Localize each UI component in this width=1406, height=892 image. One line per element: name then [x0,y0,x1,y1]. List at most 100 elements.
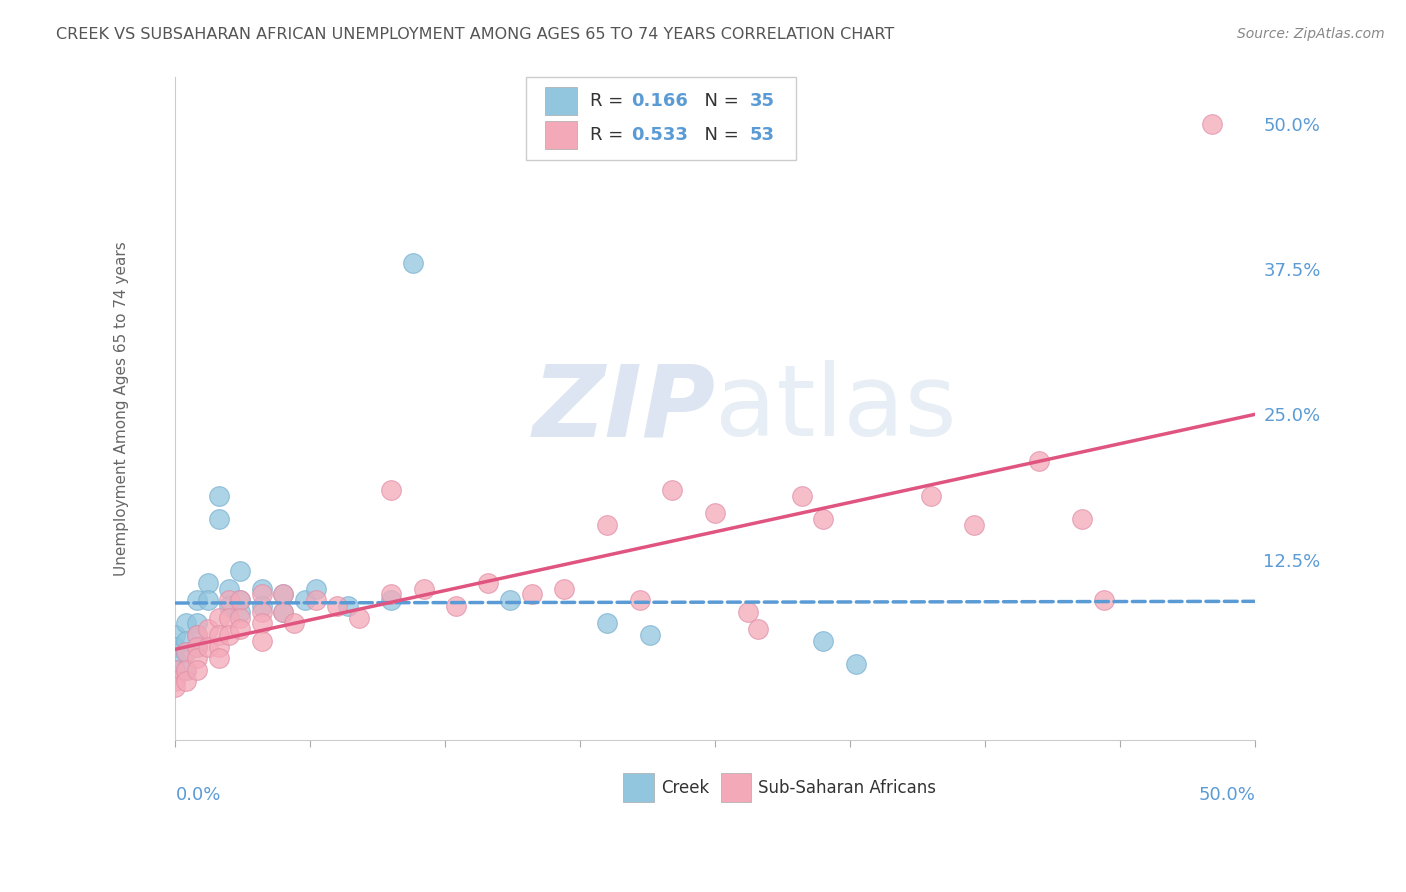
Point [207,651,229,665]
Point [218,628,240,642]
Point [165,681,187,695]
Point [207,610,229,624]
Point [229,610,252,624]
Point [174,645,197,659]
Point [174,663,197,677]
Point [305,582,328,596]
Point [207,512,229,526]
Point [963,517,986,532]
Point [337,599,360,613]
Point [305,593,328,607]
Point [737,605,759,619]
Point [218,582,240,596]
Point [402,256,425,270]
Point [218,593,240,607]
Text: CREEK VS SUBSAHARAN AFRICAN UNEMPLOYMENT AMONG AGES 65 TO 74 YEARS CORRELATION C: CREEK VS SUBSAHARAN AFRICAN UNEMPLOYMENT… [56,27,894,42]
Text: 0.166: 0.166 [631,92,688,110]
Point [640,628,662,642]
Point [347,610,370,624]
Point [186,616,208,631]
Point [174,663,197,677]
Point [294,593,316,607]
Point [747,622,769,636]
Text: R =: R = [591,92,628,110]
Point [250,587,273,601]
Point [174,674,197,689]
Point [174,633,197,648]
Point [197,640,219,654]
Point [186,651,208,665]
Point [229,593,252,607]
Text: Unemployment Among Ages 65 to 74 years: Unemployment Among Ages 65 to 74 years [114,241,129,576]
Point [186,628,208,642]
Point [273,587,295,601]
Point [207,628,229,642]
Point [229,564,252,578]
Text: N =: N = [693,92,744,110]
Point [165,674,187,689]
Point [499,593,522,607]
Text: 0.533: 0.533 [631,127,688,145]
Point [326,599,349,613]
Point [444,599,467,613]
Point [186,640,208,654]
Point [477,575,499,590]
FancyBboxPatch shape [623,772,654,803]
Point [661,483,683,497]
Point [218,610,240,624]
Point [250,582,273,596]
Point [165,663,187,677]
Point [596,616,619,631]
Point [273,587,295,601]
Point [250,633,273,648]
FancyBboxPatch shape [544,87,576,115]
Point [844,657,866,671]
FancyBboxPatch shape [526,78,796,161]
Point [1092,593,1115,607]
Text: N =: N = [693,127,744,145]
Point [207,640,229,654]
Point [229,622,252,636]
Point [704,506,727,520]
Text: R =: R = [591,127,628,145]
Point [790,489,813,503]
Point [273,605,295,619]
Point [811,633,834,648]
Text: 53: 53 [749,127,775,145]
Point [197,593,219,607]
Point [273,605,295,619]
FancyBboxPatch shape [721,772,751,803]
Point [283,616,305,631]
Point [186,593,208,607]
Point [596,517,619,532]
Text: Source: ZipAtlas.com: Source: ZipAtlas.com [1237,27,1385,41]
Point [174,616,197,631]
Point [628,593,651,607]
Point [920,489,942,503]
Point [250,599,273,613]
Point [165,651,187,665]
Point [197,622,219,636]
Point [186,628,208,642]
FancyBboxPatch shape [544,121,576,149]
Point [165,640,187,654]
Point [165,663,187,677]
Text: Creek: Creek [661,779,710,797]
Point [197,575,219,590]
Text: 0.0%: 0.0% [176,786,221,804]
Point [186,640,208,654]
Point [250,605,273,619]
Text: Sub-Saharan Africans: Sub-Saharan Africans [758,779,936,797]
Point [229,605,252,619]
Text: 35: 35 [749,92,775,110]
Point [1071,512,1094,526]
Point [165,628,187,642]
Point [250,616,273,631]
Point [380,587,402,601]
Point [1028,454,1050,468]
Point [229,593,252,607]
Point [1201,117,1223,131]
Point [186,663,208,677]
Point [553,582,575,596]
Point [380,483,402,497]
